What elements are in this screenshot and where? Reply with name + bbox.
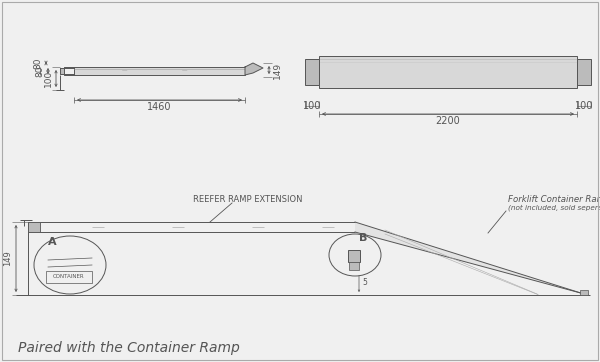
Text: 2200: 2200	[436, 116, 460, 126]
Text: (not included, sold seperately): (not included, sold seperately)	[508, 205, 600, 211]
Ellipse shape	[329, 234, 381, 276]
Bar	[349, 262, 359, 270]
Text: Paired with the Container Ramp: Paired with the Container Ramp	[18, 341, 240, 355]
Text: 1460: 1460	[147, 102, 172, 112]
Text: REEFER RAMP EXTENSION: REEFER RAMP EXTENSION	[193, 195, 303, 205]
Text: 149: 149	[4, 251, 13, 266]
Text: 100: 100	[575, 101, 593, 111]
Bar	[46, 271, 92, 283]
Text: Forklift Container Ramp: Forklift Container Ramp	[508, 195, 600, 205]
Text: —: —	[181, 68, 187, 73]
Text: 100: 100	[44, 70, 53, 87]
Bar	[319, 56, 577, 88]
Bar	[577, 59, 591, 85]
Text: 149: 149	[272, 62, 281, 79]
Text: 100: 100	[303, 101, 321, 111]
Bar	[348, 250, 360, 262]
Bar	[305, 59, 319, 85]
Polygon shape	[245, 63, 263, 75]
Bar	[74, 67, 245, 75]
Text: CONTAINER: CONTAINER	[53, 274, 85, 279]
Text: B: B	[359, 233, 367, 243]
Polygon shape	[60, 67, 74, 75]
Polygon shape	[355, 222, 588, 295]
Text: A: A	[48, 237, 56, 247]
Text: 80: 80	[35, 65, 44, 77]
Bar	[28, 222, 40, 232]
Text: —: —	[121, 68, 127, 73]
Text: 5: 5	[362, 278, 367, 287]
Ellipse shape	[34, 236, 106, 294]
Bar	[580, 290, 588, 295]
Text: 80: 80	[34, 57, 43, 69]
